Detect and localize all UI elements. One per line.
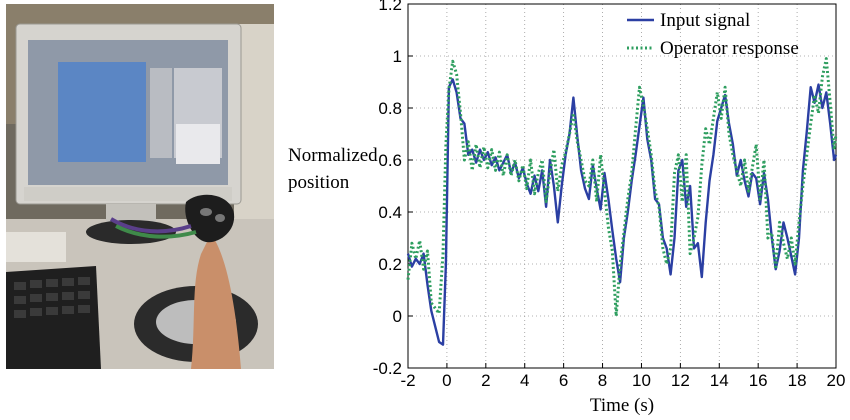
x-tick-label: 16 — [749, 371, 768, 390]
y-tick-label: 0.2 — [378, 255, 402, 274]
y-axis-label-line1: Normalized — [288, 145, 378, 166]
x-tick-label: 10 — [632, 371, 651, 390]
y-axis-label-line2: position — [288, 172, 350, 193]
legend: Input signal Operator response — [627, 10, 799, 59]
y-tick-label: 0 — [393, 307, 402, 326]
grid-lines — [408, 4, 836, 368]
legend-label-input-signal: Input signal — [660, 10, 750, 31]
y-tick-label: 1.2 — [378, 0, 402, 14]
y-tick-label: -0.2 — [373, 359, 402, 378]
photo-operator-joystick — [6, 4, 274, 369]
y-tick-label: 0.6 — [378, 151, 402, 170]
axis-ticks: -2 0 2 4 6 8 10 12 14 16 18 20 -0.2 0 0.2 0.4 0.6 0.8 1 1.2 — [373, 0, 846, 390]
series-line-operator-response — [406, 57, 838, 318]
x-tick-label: 8 — [598, 371, 607, 390]
y-tick-label: 1 — [393, 47, 402, 66]
plot-frame — [407, 3, 837, 369]
x-tick-label: 12 — [671, 371, 690, 390]
legend-label-operator-response: Operator response — [660, 38, 799, 59]
x-tick-label: 14 — [710, 371, 729, 390]
x-tick-label: 20 — [827, 371, 846, 390]
y-tick-label: 0.8 — [378, 99, 402, 118]
photo-illustration — [6, 4, 274, 369]
y-tick-label: 0.4 — [378, 203, 402, 222]
x-tick-label: 4 — [520, 371, 529, 390]
x-tick-label: 6 — [559, 371, 568, 390]
x-tick-label: 2 — [481, 371, 490, 390]
series-group — [406, 57, 838, 346]
x-tick-label: 0 — [442, 371, 451, 390]
x-axis-label: Time (s) — [590, 395, 654, 416]
x-tick-label: 18 — [788, 371, 807, 390]
x-tick-label: -2 — [400, 371, 415, 390]
